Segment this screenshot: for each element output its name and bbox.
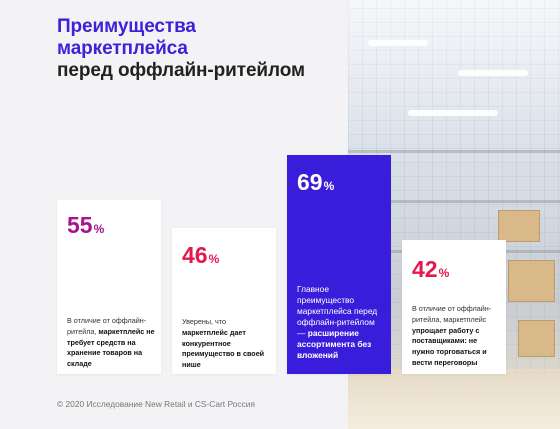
stat-card-3: 69% Главное преимущество маркетплейса пе…	[287, 155, 391, 374]
stat-card-2: 46% Уверены, что маркетплейс дает конкур…	[172, 228, 276, 374]
stat-value-3: 69%	[297, 169, 335, 195]
page-title: Преимущества маркетплейса перед оффлайн-…	[57, 16, 305, 82]
stat-description-2: Уверены, что маркетплейс дает конкурентн…	[182, 317, 265, 370]
stat-description-3: Главное преимущество маркетплейса перед …	[297, 284, 378, 360]
stat-value-1: 55%	[67, 212, 105, 238]
footer-copyright: © 2020 Исследование New Retail и CS-Cart…	[57, 399, 255, 409]
title-line-3: перед оффлайн-ритейлом	[57, 60, 305, 81]
stat-value-4: 42%	[412, 256, 450, 282]
title-line-2: маркетплейса	[57, 38, 188, 59]
title-line-1: Преимущества	[57, 16, 196, 37]
stat-card-1: 55% В отличие от оффлайн-ритейла, маркет…	[57, 200, 161, 374]
stat-description-1: В отличие от оффлайн-ритейла, маркетплей…	[67, 316, 155, 369]
stat-value-2: 46%	[182, 242, 220, 268]
stat-card-4: 42% В отличие от оффлайн-ритейла, маркет…	[402, 240, 506, 374]
stat-description-4: В отличие от оффлайн-ритейла, маркетплей…	[412, 304, 492, 367]
